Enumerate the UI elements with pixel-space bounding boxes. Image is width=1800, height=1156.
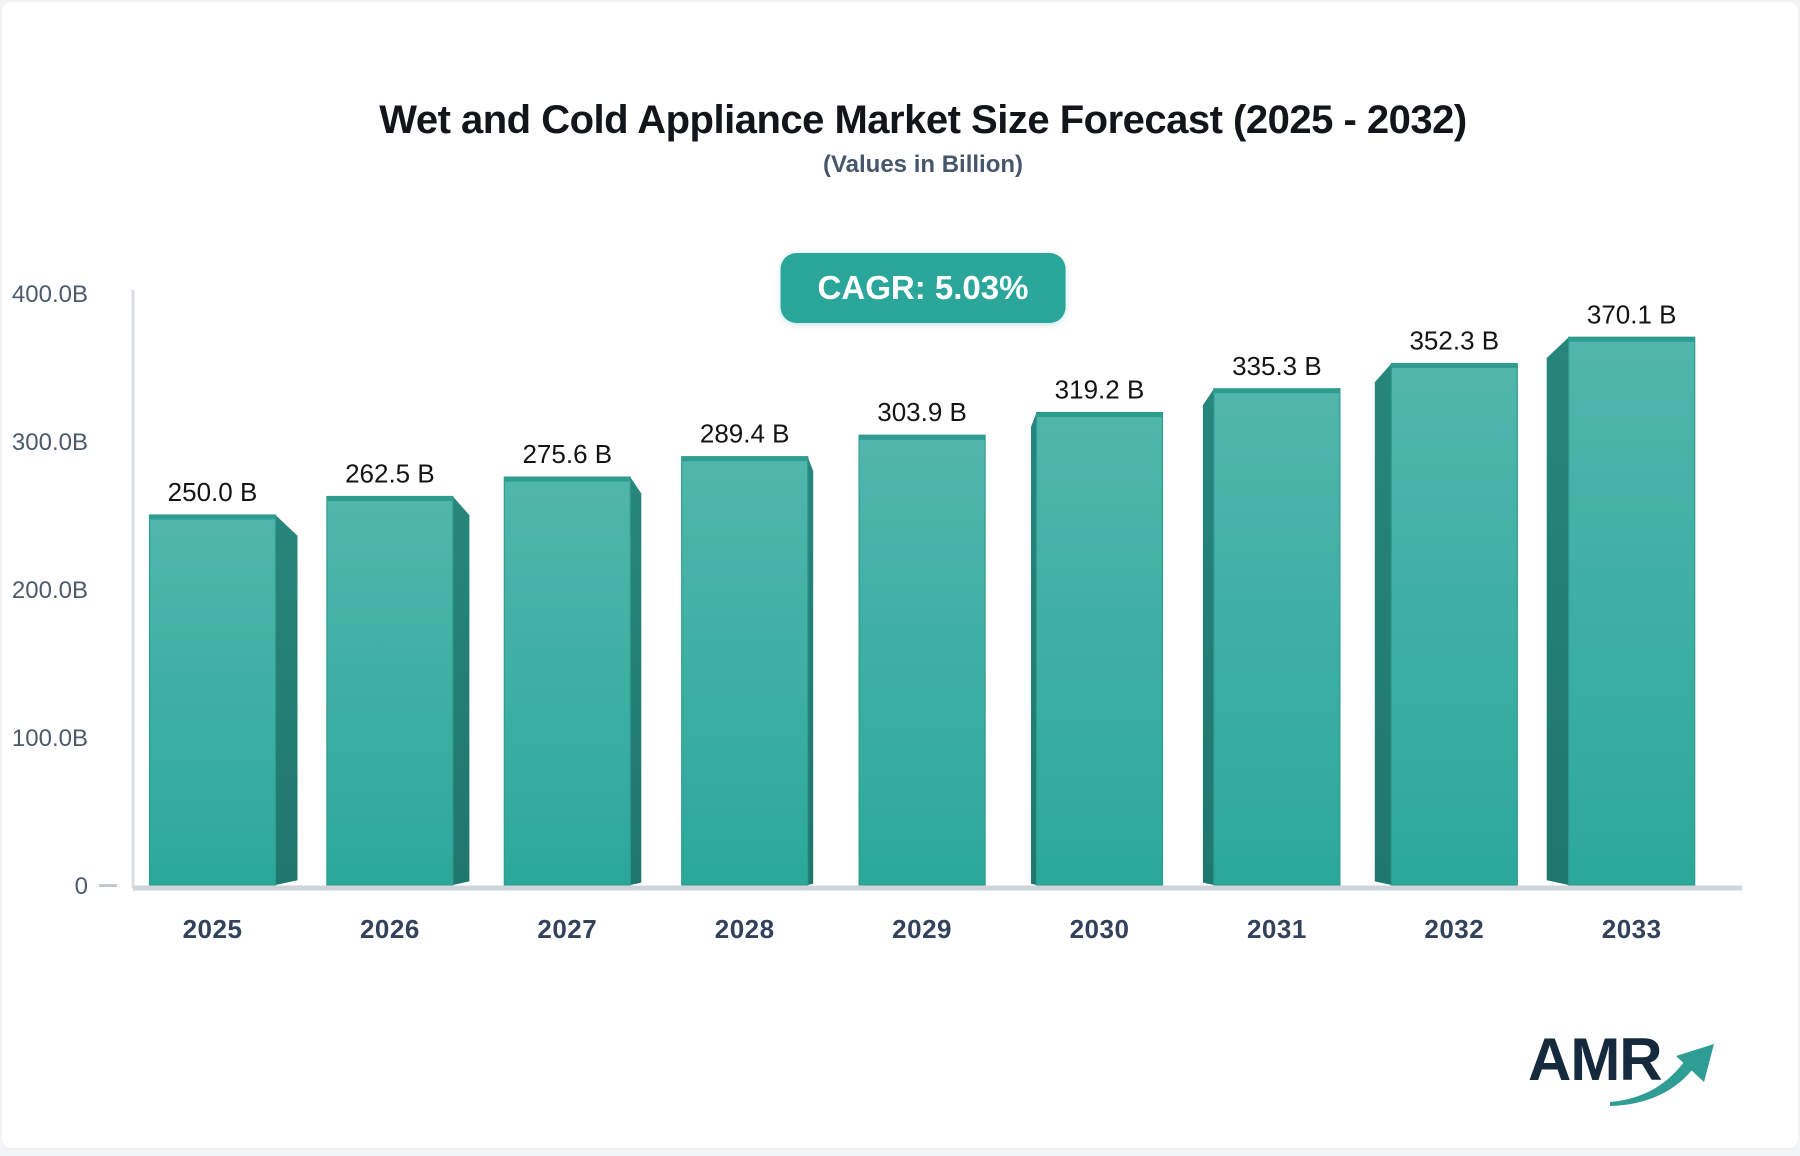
bar-side-face-2030 <box>1031 412 1037 885</box>
category-label-2028: 2028 <box>715 914 775 944</box>
amr-logo: AMR <box>1528 1028 1718 1114</box>
bar-top-edge-2025 <box>149 515 276 520</box>
bar-2031[interactable] <box>1213 388 1341 886</box>
amr-logo-text: AMR <box>1528 1026 1663 1093</box>
bar-top-edge-2028 <box>681 456 808 462</box>
bar-top-edge-2032 <box>1391 363 1518 369</box>
bar-top-edge-2029 <box>859 435 986 440</box>
category-label-2031: 2031 <box>1247 914 1307 944</box>
value-label-2031: 335.3 B <box>1232 351 1322 381</box>
category-label-2030: 2030 <box>1070 914 1130 944</box>
category-label-2029: 2029 <box>892 914 952 944</box>
value-label-2025: 250.0 B <box>168 477 258 507</box>
value-label-2032: 352.3 B <box>1409 326 1499 356</box>
bar-2029[interactable] <box>858 434 986 886</box>
chart-subtitle: (Values in Billion) <box>822 151 1024 178</box>
value-label-2033: 370.1 B <box>1587 299 1677 329</box>
bar-side-face-2028 <box>807 456 814 885</box>
bar-side-face-2031 <box>1202 388 1214 885</box>
bar-side-face-2027 <box>630 477 642 885</box>
y-tick-label: 0 <box>75 873 88 900</box>
bar-side-face-2032 <box>1374 363 1392 885</box>
bar-top-edge-2030 <box>1036 412 1163 418</box>
y-tick-label: 400.0B <box>12 281 88 308</box>
bar-2028[interactable] <box>681 456 809 886</box>
value-label-2026: 262.5 B <box>345 459 435 489</box>
bar-2033[interactable] <box>1568 336 1696 886</box>
category-label-2025: 2025 <box>183 914 243 944</box>
cagr-badge: CAGR: 5.03% <box>780 253 1066 323</box>
value-label-2027: 275.6 B <box>522 439 612 469</box>
category-label-2032: 2032 <box>1424 914 1484 944</box>
bar-side-face-2026 <box>452 496 470 885</box>
bar-2025[interactable] <box>148 514 277 886</box>
chart-title: Wet and Cold Appliance Market Size Forec… <box>379 98 1467 142</box>
value-label-2030: 319.2 B <box>1055 375 1145 405</box>
bar-side-face-2033 <box>1546 337 1569 885</box>
bar-2026[interactable] <box>326 495 454 886</box>
growth-arrow-icon <box>1610 1044 1714 1106</box>
y-tick-label: 100.0B <box>12 725 88 752</box>
category-label-2027: 2027 <box>537 914 597 944</box>
bar-2030[interactable] <box>1035 411 1164 886</box>
bar-top-edge-2033 <box>1568 337 1695 342</box>
y-tick-label: 200.0B <box>12 577 88 604</box>
category-label-2026: 2026 <box>360 914 420 944</box>
bar-top-edge-2031 <box>1213 388 1340 394</box>
bar-top-edge-2026 <box>326 496 453 501</box>
bar-2027[interactable] <box>503 476 631 886</box>
bar-top-edge-2027 <box>504 477 631 482</box>
bar-side-face-2025 <box>275 515 298 885</box>
value-label-2029: 303.9 B <box>877 397 967 427</box>
bar-2032[interactable] <box>1390 362 1518 886</box>
category-label-2033: 2033 <box>1602 914 1662 944</box>
y-tick-label: 300.0B <box>12 429 88 456</box>
value-label-2028: 289.4 B <box>700 419 790 449</box>
